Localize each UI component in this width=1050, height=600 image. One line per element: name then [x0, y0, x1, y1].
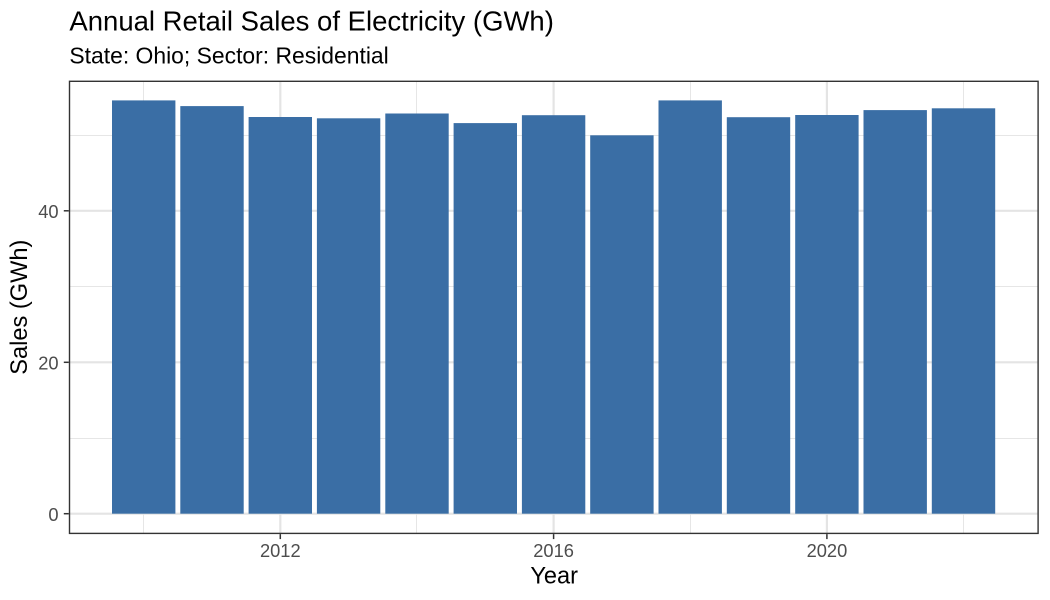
svg-text:2020: 2020 — [807, 540, 848, 561]
svg-text:Sales (GWh): Sales (GWh) — [7, 240, 33, 375]
svg-text:Annual Retail Sales of Electri: Annual Retail Sales of Electricity (GWh) — [69, 6, 553, 37]
svg-text:2016: 2016 — [533, 540, 574, 561]
svg-text:Year: Year — [530, 564, 578, 590]
svg-text:State: Ohio; Sector: Residenti: State: Ohio; Sector: Residential — [69, 43, 388, 69]
svg-text:40: 40 — [38, 201, 58, 222]
svg-text:0: 0 — [48, 504, 58, 525]
svg-text:20: 20 — [38, 353, 58, 374]
svg-text:2012: 2012 — [260, 540, 301, 561]
